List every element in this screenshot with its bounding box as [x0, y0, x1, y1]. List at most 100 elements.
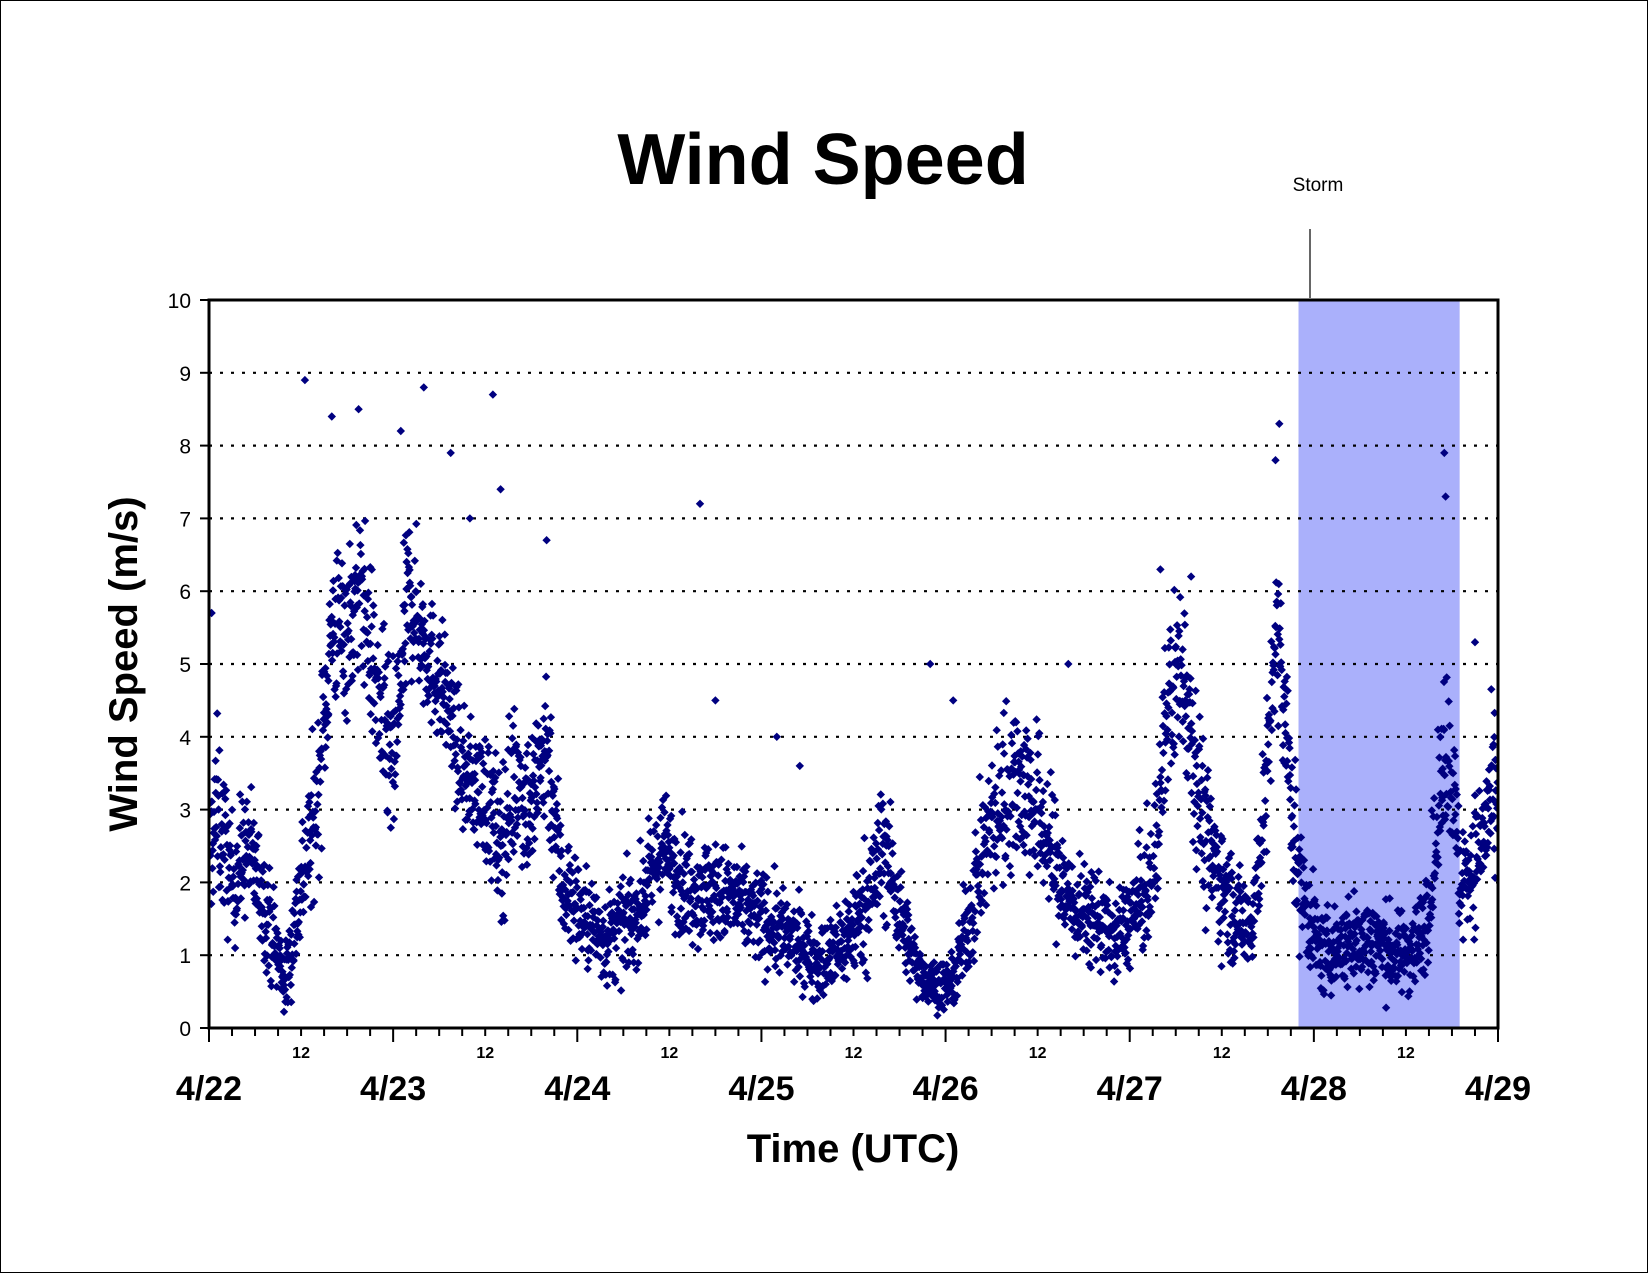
data-point [1417, 928, 1427, 938]
data-point [1142, 843, 1151, 852]
data-point [723, 913, 732, 922]
data-point [1457, 885, 1466, 894]
data-point [360, 516, 370, 526]
data-point [491, 850, 501, 859]
y-tick-label: 3 [179, 800, 191, 823]
data-point [832, 901, 841, 910]
data-point [1257, 881, 1266, 891]
data-point [330, 633, 339, 642]
data-point [492, 838, 502, 847]
data-point [835, 910, 845, 919]
data-point [1000, 800, 1009, 809]
data-point [609, 925, 618, 934]
data-point [1147, 907, 1156, 917]
data-point [314, 718, 323, 727]
data-point [1246, 934, 1255, 943]
data-point [864, 925, 874, 935]
data-point [443, 668, 452, 677]
data-point [350, 570, 360, 580]
data-point [560, 870, 569, 880]
data-point [360, 606, 369, 616]
data-point [1491, 755, 1498, 765]
data-point [645, 874, 654, 883]
data-point [523, 775, 532, 784]
data-point [845, 931, 855, 940]
data-point [209, 797, 216, 806]
data-point [1381, 929, 1390, 938]
data-point [1390, 957, 1400, 966]
data-point [769, 917, 778, 926]
data-point [680, 830, 689, 840]
data-point [939, 1005, 948, 1014]
data-point [616, 907, 625, 916]
data-point [435, 632, 444, 641]
data-point [225, 841, 235, 850]
data-point [1424, 946, 1433, 955]
data-point [1231, 940, 1240, 949]
data-point [1269, 665, 1278, 675]
data-point [975, 772, 984, 782]
data-point [1333, 956, 1342, 965]
data-point [1023, 734, 1032, 743]
data-point [1465, 914, 1475, 923]
data-point [678, 926, 688, 935]
data-point [1158, 807, 1167, 817]
data-point [269, 882, 278, 892]
data-point [851, 902, 861, 911]
data-point [924, 997, 933, 1006]
data-point [599, 916, 608, 925]
data-point [1070, 898, 1079, 907]
data-point [1396, 946, 1405, 955]
data-point [257, 922, 266, 931]
data-point [815, 949, 824, 958]
data-point [1012, 803, 1021, 812]
data-point [864, 915, 873, 925]
data-point [564, 925, 573, 935]
data-point [1367, 927, 1376, 936]
data-point [395, 691, 405, 701]
data-point [266, 976, 275, 986]
data-point [963, 936, 972, 946]
data-point [508, 721, 518, 730]
data-point [221, 786, 231, 795]
y-tick-label: 10 [168, 290, 191, 313]
data-point [447, 678, 456, 688]
data-point [617, 893, 627, 902]
data-point [1451, 810, 1460, 819]
data-point [625, 879, 634, 888]
y-tick-label: 4 [179, 727, 191, 750]
data-point [1005, 862, 1015, 871]
data-point [263, 920, 273, 929]
data-point [323, 733, 332, 742]
data-point [1263, 721, 1272, 730]
data-point [507, 828, 517, 837]
data-point [1374, 918, 1384, 927]
data-point [279, 980, 289, 990]
data-point [860, 833, 869, 843]
data-point [905, 976, 915, 985]
data-point [1094, 867, 1103, 876]
data-point [240, 805, 250, 814]
data-point [445, 694, 454, 704]
data-point [1097, 941, 1106, 950]
data-point [219, 780, 228, 789]
data-point [553, 774, 563, 783]
data-point [1026, 806, 1036, 815]
data-point [421, 633, 430, 642]
data-point [1140, 851, 1149, 860]
data-point [309, 897, 319, 907]
data-point [1146, 829, 1156, 839]
data-point [1348, 944, 1358, 954]
data-point [1145, 853, 1154, 862]
data-point [865, 873, 874, 882]
data-point [1367, 957, 1376, 966]
data-point [1155, 740, 1164, 749]
data-point [1013, 788, 1022, 798]
data-point [1104, 945, 1113, 955]
data-point [555, 866, 564, 876]
data-point [1085, 959, 1094, 969]
data-point [1083, 914, 1092, 923]
data-point [529, 776, 539, 785]
data-point [252, 841, 261, 851]
